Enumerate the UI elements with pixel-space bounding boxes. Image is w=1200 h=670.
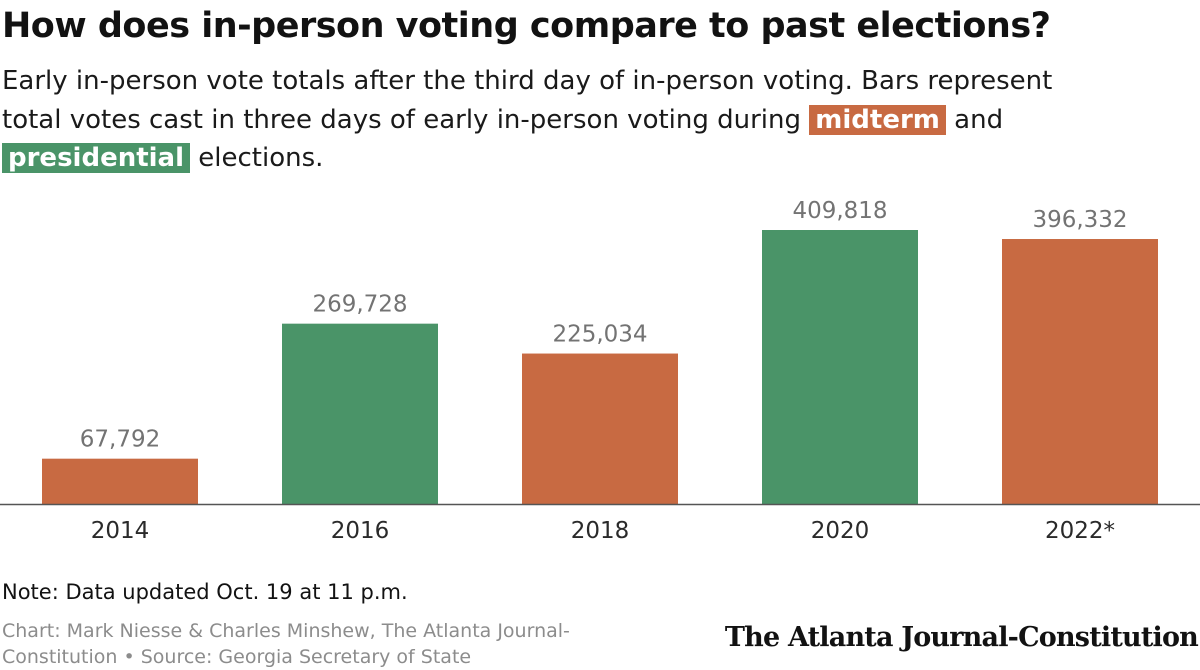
subtitle-line-1: Early in-person vote totals after the th… xyxy=(2,66,1053,96)
subtitle-line-2-end: and xyxy=(945,104,1004,135)
legend-midterm-highlight: midterm xyxy=(809,104,946,135)
bar-value-label: 269,728 xyxy=(312,292,407,318)
x-tick-label: 2016 xyxy=(331,518,390,544)
bar-value-label: 409,818 xyxy=(792,198,887,224)
bar-2014 xyxy=(42,458,198,504)
subtitle-line-2-text: total votes cast in three days of early … xyxy=(2,104,810,135)
bar-2016 xyxy=(282,323,438,504)
ajc-logo: The Atlanta Journal-Constitution xyxy=(724,622,1199,653)
chart-credit: Chart: Mark Niesse & Charles Minshew, Th… xyxy=(2,618,722,670)
subtitle-line-2: total votes cast in three days of early … xyxy=(2,101,1198,140)
bar-2018 xyxy=(522,353,678,504)
bar-2022 xyxy=(1002,239,1158,504)
chart-title: How does in-person voting compare to pas… xyxy=(2,6,1051,46)
bar-2020 xyxy=(762,230,918,504)
x-tick-label: 2018 xyxy=(571,518,630,544)
bar-chart: 67,792 2014 269,728 2016 225,034 2018 409,818 2… xyxy=(0,198,1200,544)
bar-value-label: 225,034 xyxy=(552,322,647,348)
subtitle-line-3-text: elections. xyxy=(190,143,324,173)
bar-value-label: 67,792 xyxy=(80,427,160,453)
chart-subtitle: Early in-person vote totals after the th… xyxy=(2,62,1198,178)
x-tick-label: 2014 xyxy=(91,518,150,544)
credit-line-1: Chart: Mark Niesse & Charles Minshew, Th… xyxy=(2,620,570,642)
subtitle-line-3: presidential elections. xyxy=(2,139,1198,178)
bar-value-label: 396,332 xyxy=(1032,207,1127,233)
legend-presidential-highlight: presidential xyxy=(2,143,191,173)
chart-note: Note: Data updated Oct. 19 at 11 p.m. xyxy=(2,580,408,604)
x-tick-label: 2022* xyxy=(1045,518,1115,544)
x-tick-label: 2020 xyxy=(811,518,870,544)
credit-line-2: Constitution • Source: Georgia Secretary… xyxy=(2,646,472,668)
